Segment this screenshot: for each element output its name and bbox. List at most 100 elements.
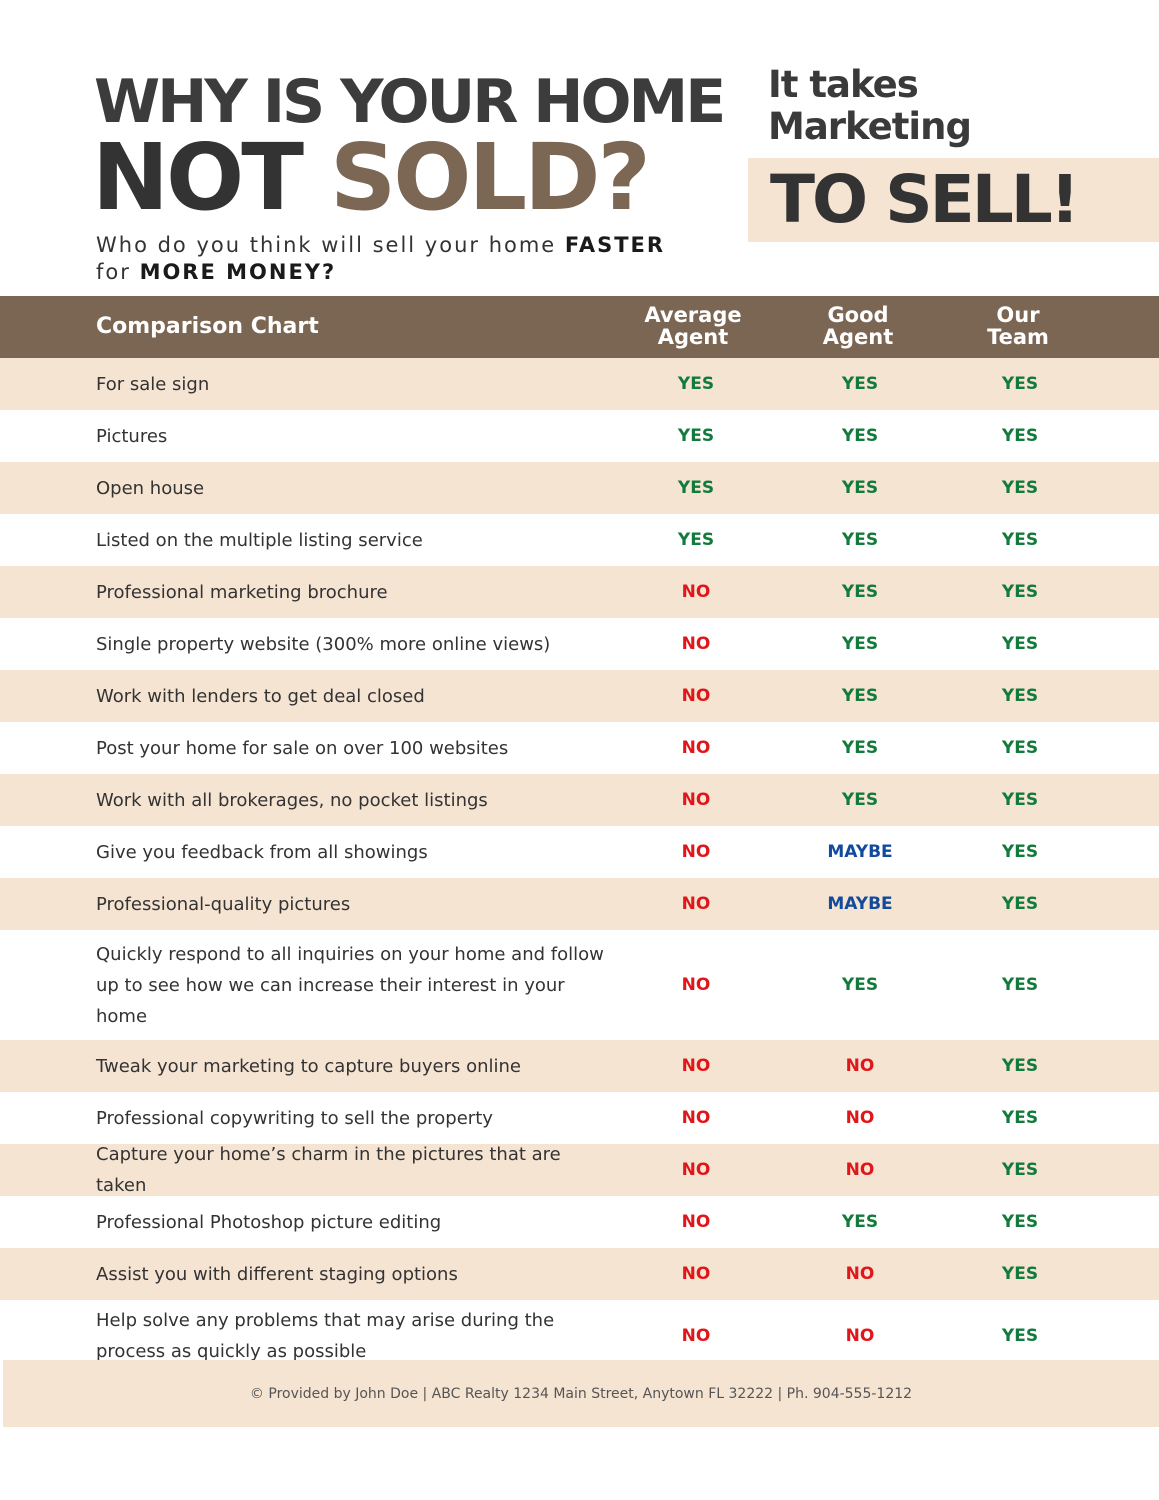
table-row: Tweak your marketing to capture buyers o…: [0, 1040, 1159, 1092]
good-agent-value: NO: [845, 1108, 875, 1128]
subtitle-text1: Who do you think will sell your home: [96, 233, 565, 257]
good-agent-value: YES: [841, 426, 879, 446]
table-row: Open house YES YES YES: [0, 462, 1159, 514]
average-agent-value: NO: [681, 975, 711, 995]
subtitle: Who do you think will sell your home FAS…: [96, 232, 696, 286]
subtitle-bold-money: MORE MONEY?: [139, 260, 337, 284]
our-team-value: YES: [1001, 790, 1039, 810]
average-agent-value: NO: [681, 1326, 711, 1346]
average-agent-value: NO: [681, 582, 711, 602]
our-team-value: YES: [1001, 426, 1039, 446]
feature-label: Quickly respond to all inquiries on your…: [96, 943, 604, 1027]
table-row: Assist you with different staging option…: [0, 1248, 1159, 1300]
average-agent-value: NO: [681, 842, 711, 862]
our-team-value: YES: [1001, 478, 1039, 498]
tagline-line1: It takes: [768, 63, 919, 106]
table-row: Professional-quality pictures NO MAYBE YES: [0, 878, 1159, 930]
feature-label: Professional marketing brochure: [96, 581, 388, 603]
good-agent-value: YES: [841, 374, 879, 394]
good-agent-value: YES: [841, 738, 879, 758]
headline-line1: WHY IS YOUR HOME: [94, 67, 726, 137]
our-team-value: YES: [1001, 530, 1039, 550]
feature-label: Professional Photoshop picture editing: [96, 1211, 442, 1233]
average-agent-value: NO: [681, 1212, 711, 1232]
feature-label: Work with all brokerages, no pocket list…: [96, 789, 488, 811]
good-agent-value: NO: [845, 1160, 875, 1180]
footer: © Provided by John Doe | ABC Realty 1234…: [3, 1360, 1159, 1427]
good-agent-value: NO: [845, 1264, 875, 1284]
feature-label: Professional copywriting to sell the pro…: [96, 1107, 493, 1129]
our-team-value: YES: [1001, 1264, 1039, 1284]
our-team-value: YES: [1001, 374, 1039, 394]
table-row: Pictures YES YES YES: [0, 410, 1159, 462]
subtitle-text2: for: [96, 260, 140, 284]
comparison-chart-title: Comparison Chart: [96, 314, 319, 339]
table-row: Give you feedback from all showings NO MAY…: [0, 826, 1159, 878]
feature-label: Open house: [96, 477, 205, 499]
our-team-value: YES: [1001, 975, 1039, 995]
feature-label: Single property website (300% more onlin…: [96, 633, 551, 655]
average-agent-value: YES: [677, 426, 715, 446]
good-agent-value: YES: [841, 634, 879, 654]
table-row: Listed on the multiple listing service YE…: [0, 514, 1159, 566]
good-agent-value: MAYBE: [827, 842, 893, 862]
average-agent-value: NO: [681, 686, 711, 706]
our-team-value: YES: [1001, 738, 1039, 758]
our-team-value: YES: [1001, 1212, 1039, 1232]
our-team-value: YES: [1001, 1160, 1039, 1180]
feature-label: Pictures: [96, 425, 168, 447]
feature-label: Help solve any problems that may arise d…: [96, 1310, 555, 1362]
good-agent-value: YES: [841, 686, 879, 706]
average-agent-value: NO: [681, 1160, 711, 1180]
table-row: Help solve any problems that may arise d…: [0, 1300, 1159, 1372]
column-header-our-team: Our Team: [987, 303, 1049, 349]
good-agent-value: YES: [841, 582, 879, 602]
headline-not: NOT: [92, 124, 304, 231]
feature-label: Professional-quality pictures: [96, 893, 351, 915]
tagline-small: It takes Marketing: [768, 63, 972, 148]
feature-label: Capture your home’s charm in the picture…: [96, 1144, 561, 1196]
average-agent-value: NO: [681, 738, 711, 758]
good-agent-value: NO: [845, 1056, 875, 1076]
our-team-value: YES: [1001, 842, 1039, 862]
our-team-value: YES: [1001, 686, 1039, 706]
good-agent-value: MAYBE: [827, 894, 893, 914]
table-row: Single property website (300% more onlin…: [0, 618, 1159, 670]
headline-line2: NOT SOLD?: [92, 132, 651, 224]
average-agent-value: YES: [677, 374, 715, 394]
our-team-value: YES: [1001, 582, 1039, 602]
column-header-good-agent: Good Agent: [822, 303, 894, 349]
headline-sold: SOLD?: [330, 124, 651, 231]
table-row: Professional marketing brochure NO YES YES: [0, 566, 1159, 618]
good-agent-value: YES: [841, 530, 879, 550]
feature-label: For sale sign: [96, 373, 210, 395]
average-agent-value: NO: [681, 1056, 711, 1076]
average-agent-value: YES: [677, 530, 715, 550]
our-team-value: YES: [1001, 1108, 1039, 1128]
our-team-value: YES: [1001, 634, 1039, 654]
average-agent-value: NO: [681, 790, 711, 810]
feature-label: Assist you with different staging option…: [96, 1263, 458, 1285]
table-row: Professional copywriting to sell the pro…: [0, 1092, 1159, 1144]
feature-label: Work with lenders to get deal closed: [96, 685, 425, 707]
subtitle-bold-faster: FASTER: [564, 233, 666, 257]
table-row: Work with all brokerages, no pocket list…: [0, 774, 1159, 826]
good-agent-value: YES: [841, 478, 879, 498]
tagline-big: TO SELL!: [770, 161, 1080, 238]
average-agent-value: NO: [681, 1108, 711, 1128]
table-row: Professional Photoshop picture editing NO…: [0, 1196, 1159, 1248]
our-team-value: YES: [1001, 1056, 1039, 1076]
tagline-line2: Marketing: [768, 105, 972, 148]
table-row: Capture your home’s charm in the picture…: [0, 1144, 1159, 1196]
comparison-table-body: For sale sign YES YES YES Pictures YES YES YES O…: [0, 358, 1159, 1372]
average-agent-value: NO: [681, 894, 711, 914]
average-agent-value: NO: [681, 634, 711, 654]
table-row: Quickly respond to all inquiries on your…: [0, 930, 1159, 1040]
good-agent-value: NO: [845, 1326, 875, 1346]
feature-label: Listed on the multiple listing service: [96, 529, 423, 551]
good-agent-value: YES: [841, 790, 879, 810]
our-team-value: YES: [1001, 894, 1039, 914]
good-agent-value: YES: [841, 975, 879, 995]
table-row: For sale sign YES YES YES: [0, 358, 1159, 410]
feature-label: Post your home for sale on over 100 webs…: [96, 737, 509, 759]
